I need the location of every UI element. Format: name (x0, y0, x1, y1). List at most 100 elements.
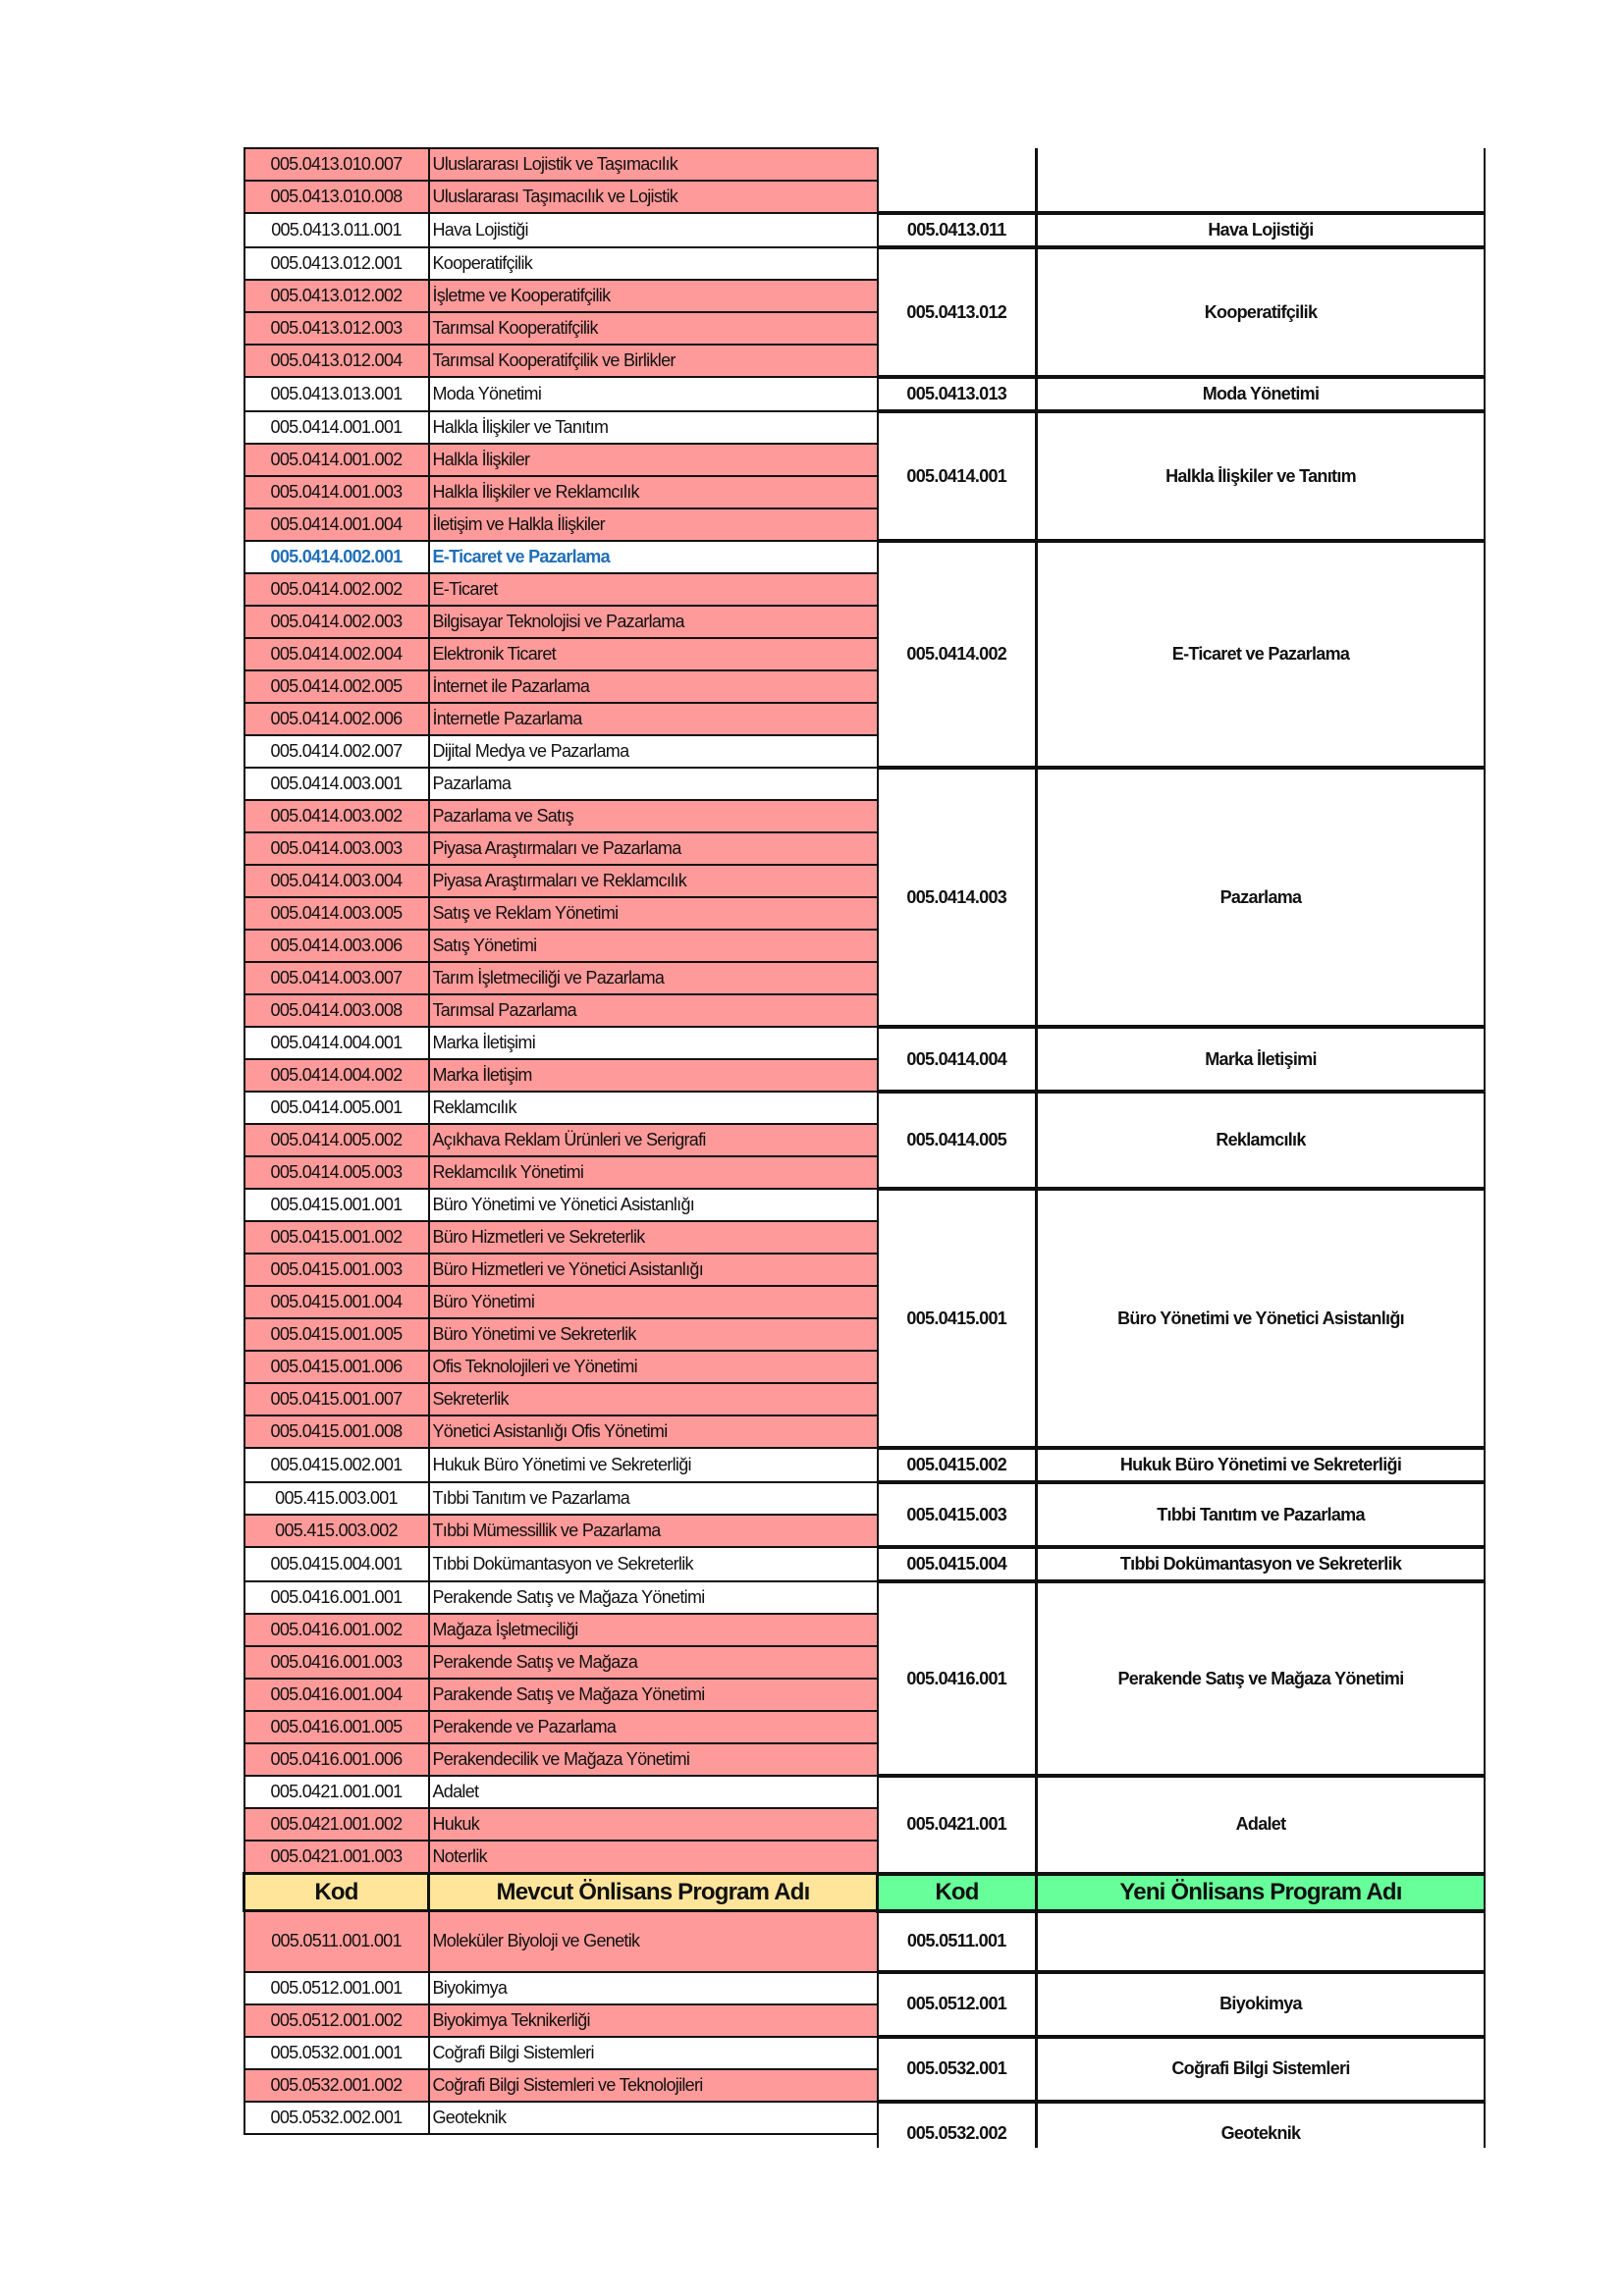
new-program-name-cell (1035, 148, 1486, 215)
table-row: 005.0512.001.002 Biyokimya Teknikerliği (243, 2002, 1486, 2038)
new-code-cell: 005.0414.005 (876, 1090, 1038, 1191)
current-program-name-cell: Noterlik (427, 1840, 879, 1875)
table-row: 005.0532.001.001 Coğrafi Bilgi Sistemleri… (243, 2034, 1486, 2104)
current-program-name-cell: Moleküler Biyoloji ve Genetik (427, 1909, 879, 1973)
current-program-name-cell: E-Ticaret ve Pazarlama (427, 540, 879, 574)
current-code-cell: 005.0415.001.007 (243, 1382, 430, 1416)
current-code-cell: 005.0512.001.001 (243, 1970, 430, 2005)
current-code-cell: 005.0414.002.005 (243, 669, 430, 704)
current-program-name-cell: Hukuk Büro Yönetimi ve Sekreterliği (427, 1447, 879, 1483)
table-row: 005.0414.002.001 E-Ticaret ve Pazarlama 00… (243, 539, 1486, 770)
table-row: 005.0414.005.002 Açıkhava Reklam Ürünleri… (243, 1123, 1486, 1157)
table-row: 005.0416.001.003 Perakende Satış ve Mağaz… (243, 1645, 1486, 1680)
program-mapping-sheet: 005.0413.010.007 Uluslararası Lojistik ve… (243, 147, 1486, 2148)
new-program-name-cell: Kooperatifçilik (1035, 245, 1486, 379)
new-program-name-cell: Tıbbi Tanıtım ve Pazarlama (1035, 1480, 1486, 1549)
table-row: 005.415.003.002 Tıbbi Mümessillik ve Paza… (243, 1514, 1486, 1548)
current-code-cell: 005.0413.012.004 (243, 344, 430, 378)
current-program-name-cell: Perakende ve Pazarlama (427, 1710, 879, 1744)
new-program-name-cell (1035, 1908, 1486, 1974)
current-code-cell: 005.0415.001.003 (243, 1253, 430, 1287)
current-code-cell: 005.0416.001.001 (243, 1580, 430, 1615)
current-program-name-cell: Hukuk (427, 1807, 879, 1842)
table-row: 005.0414.005.001 Reklamcılık 005.0414.005 R… (243, 1090, 1486, 1191)
current-program-name-cell: Reklamcılık Yönetimi (427, 1155, 879, 1190)
new-code-cell: 005.0415.002 (876, 1446, 1038, 1484)
table-row: 005.0416.001.002 Mağaza İşletmeciliği (243, 1613, 1486, 1647)
table-row: 005.0413.012.004 Tarımsal Kooperatifçilik… (243, 344, 1486, 378)
current-program-name-cell: Coğrafi Bilgi Sistemleri ve Teknolojiler… (427, 2067, 879, 2103)
current-program-name-cell: Perakende Satış ve Mağaza Yönetimi (427, 1580, 879, 1615)
current-code-cell: 005.0532.001.001 (243, 2035, 430, 2070)
table-row: 005.0414.003.002 Pazarlama ve Satış (243, 799, 1486, 833)
new-code-cell: 005.0414.001 (876, 409, 1038, 543)
new-program-name-cell: Adalet (1035, 1774, 1486, 1876)
new-program-name-cell: Pazarlama (1035, 766, 1486, 1029)
table-row: 005.0512.001.001 Biyokimya 005.0512.001 Biy… (243, 1969, 1486, 2039)
current-program-name-cell: Piyasa Araştırmaları ve Pazarlama (427, 831, 879, 866)
current-code-cell: 005.0414.003.008 (243, 993, 430, 1028)
new-program-name-cell: Geoteknik (1035, 2099, 1486, 2148)
current-program-name-cell: Coğrafi Bilgi Sistemleri (427, 2035, 879, 2070)
current-code-cell: 005.0532.001.002 (243, 2067, 430, 2103)
current-program-name-cell: Açıkhava Reklam Ürünleri ve Serigrafi (427, 1123, 879, 1157)
current-program-name-cell: Büro Yönetimi (427, 1285, 879, 1319)
current-program-name-cell: Marka İletişim (427, 1058, 879, 1093)
current-code-cell: 005.0413.012.003 (243, 311, 430, 346)
current-program-name-cell: Marka İletişimi (427, 1026, 879, 1060)
current-code-cell: 005.0414.002.002 (243, 572, 430, 607)
current-program-name-cell: Perakende Satış ve Mağaza (427, 1645, 879, 1680)
header-row: Kod Mevcut Önlisans Program Adı Kod Yeni… (243, 1872, 1486, 1912)
empty-cell (244, 2134, 429, 2149)
table-row: 005.0415.002.001 Hukuk Büro Yönetimi ve S… (243, 1446, 1486, 1484)
table-row: 005.0414.001.002 Halkla İlişkiler (243, 443, 1486, 477)
current-program-name-cell: Yönetici Asistanlığı Ofis Yönetimi (427, 1415, 879, 1449)
new-code-cell: 005.0413.012 (876, 245, 1038, 379)
table-row: 005.415.003.001 Tıbbi Tanıtım ve Pazarlam… (243, 1480, 1486, 1549)
current-code-cell: 005.0415.002.001 (243, 1447, 430, 1483)
current-code-cell: 005.0413.010.007 (243, 147, 430, 182)
table-row: 005.0416.001.004 Parakende Satış ve Mağaz… (243, 1678, 1486, 1712)
table-row: 005.0414.003.006 Satış Yönetimi (243, 929, 1486, 963)
table-row: 005.0414.002.003 Bilgisayar Teknolojisi v… (243, 605, 1486, 639)
current-program-name-cell: Reklamcılık (427, 1091, 879, 1125)
table-row: 005.0414.004.001 Marka İletişimi 005.0414.… (243, 1025, 1486, 1094)
new-program-name-cell: Marka İletişimi (1035, 1025, 1486, 1094)
table-row: 005.0415.001.005 Büro Yönetimi ve Sekrete… (243, 1317, 1486, 1352)
current-program-name-cell: Halkla İlişkiler ve Reklamcılık (427, 475, 879, 509)
table-row: 005.0415.001.008 Yönetici Asistanlığı Ofi… (243, 1415, 1486, 1449)
new-code-cell: 005.0414.003 (876, 766, 1038, 1029)
current-code-cell: 005.0512.001.002 (243, 2002, 430, 2038)
current-code-cell: 005.0414.004.001 (243, 1026, 430, 1060)
table-row: 005.0415.001.007 Sekreterlik (243, 1382, 1486, 1416)
table-row: 005.0416.001.001 Perakende Satış ve Mağaz… (243, 1579, 1486, 1778)
current-code-cell: 005.0511.001.001 (243, 1909, 430, 1973)
current-program-name-cell: Kooperatifçilik (427, 246, 879, 281)
current-code-cell: 005.0414.001.002 (243, 443, 430, 477)
table-row: 005.0415.004.001 Tıbbi Dokümantasyon ve S… (243, 1545, 1486, 1583)
current-program-name-cell: Halkla İlişkiler ve Tanıtım (427, 410, 879, 445)
current-program-name-cell: Mağaza İşletmeciliği (427, 1613, 879, 1647)
current-code-cell: 005.0414.002.004 (243, 637, 430, 671)
current-program-name-cell: Halkla İlişkiler (427, 443, 879, 477)
current-program-name-cell: Büro Yönetimi ve Yönetici Asistanlığı (427, 1188, 879, 1222)
table-row: 005.0414.005.003 Reklamcılık Yönetimi (243, 1155, 1486, 1190)
table-row: 005.0413.011.001 Hava Lojistiği 005.0413.0… (243, 211, 1486, 249)
table-row: 005.0415.001.006 Ofis Teknolojileri ve Yö… (243, 1350, 1486, 1384)
new-code-cell: 005.0532.001 (876, 2034, 1038, 2104)
current-code-cell: 005.0414.003.004 (243, 864, 430, 898)
table-row: 005.0532.001.002 Coğrafi Bilgi Sistemleri… (243, 2067, 1486, 2103)
new-code-cell: 005.0414.004 (876, 1025, 1038, 1094)
current-code-cell: 005.415.003.001 (243, 1481, 430, 1516)
new-code-cell: 005.0414.002 (876, 539, 1038, 770)
current-code-cell: 005.0415.001.006 (243, 1350, 430, 1384)
current-code-cell: 005.0532.002.001 (243, 2100, 430, 2135)
current-program-name-cell: Piyasa Araştırmaları ve Reklamcılık (427, 864, 879, 898)
current-program-name-cell: Tıbbi Dokümantasyon ve Sekreterlik (427, 1546, 879, 1582)
table-row: 005.0416.001.006 Perakendecilik ve Mağaza… (243, 1742, 1486, 1777)
new-program-name-cell: Perakende Satış ve Mağaza Yönetimi (1035, 1579, 1486, 1778)
new-code-cell: 005.0511.001 (876, 1908, 1038, 1974)
table-row: 005.0414.001.003 Halkla İlişkiler ve Rekl… (243, 475, 1486, 509)
new-program-name-cell: Tıbbi Dokümantasyon ve Sekreterlik (1035, 1545, 1486, 1583)
current-code-cell: 005.0415.001.004 (243, 1285, 430, 1319)
